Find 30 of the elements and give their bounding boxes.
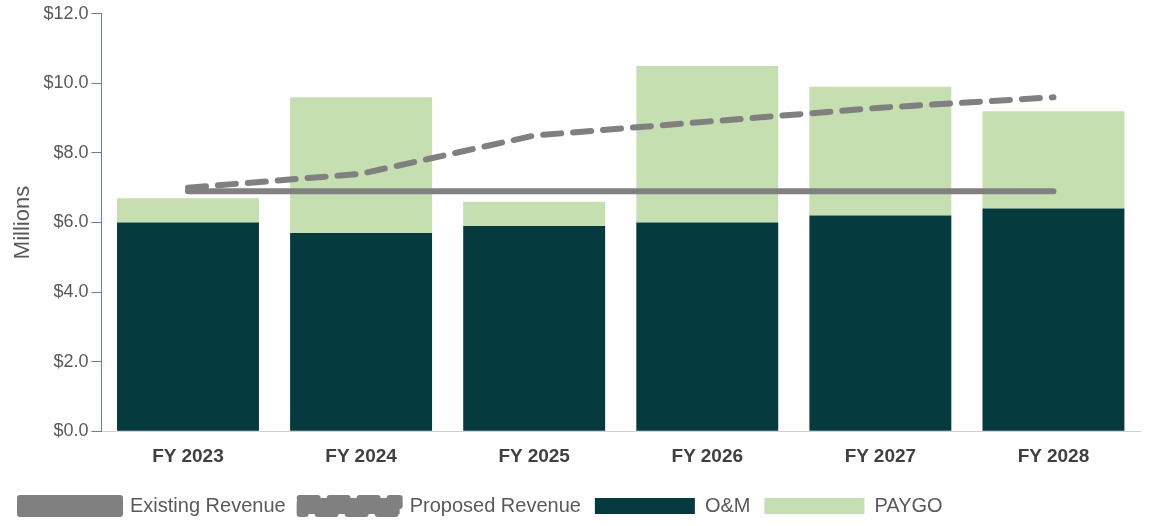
bar	[463, 201, 606, 226]
y-tick-label: $0.0	[53, 420, 89, 441]
y-axis-title: Millions	[9, 185, 35, 260]
bar	[636, 222, 779, 431]
y-tick-label: $8.0	[53, 141, 89, 162]
bar	[290, 232, 433, 431]
legend-label: O&M	[704, 493, 751, 516]
y-tick-label: $10.0	[43, 72, 89, 93]
x-tick-label: FY 2027	[844, 444, 917, 466]
bar	[982, 208, 1125, 431]
y-tick-label: $12.0	[43, 2, 89, 23]
bar	[809, 215, 952, 431]
x-tick-label: FY 2026	[671, 444, 744, 466]
legend-label: Proposed Revenue	[409, 493, 581, 516]
y-tick-label: $4.0	[53, 281, 89, 302]
bar	[636, 65, 779, 223]
y-tick-label: $2.0	[53, 350, 89, 371]
y-tick-label: $6.0	[53, 211, 89, 232]
bar	[117, 198, 259, 223]
bar	[290, 97, 433, 233]
x-tick-label: FY 2024	[325, 444, 398, 466]
x-tick-label: FY 2028	[1017, 444, 1090, 466]
bar	[463, 225, 606, 431]
x-tick-label: FY 2025	[498, 444, 571, 466]
legend-label: Existing Revenue	[130, 493, 286, 516]
legend-label: PAYGO	[874, 493, 943, 516]
bar	[809, 86, 952, 216]
bar	[117, 222, 259, 431]
x-tick-label: FY 2023	[152, 444, 224, 466]
bar	[982, 111, 1125, 209]
